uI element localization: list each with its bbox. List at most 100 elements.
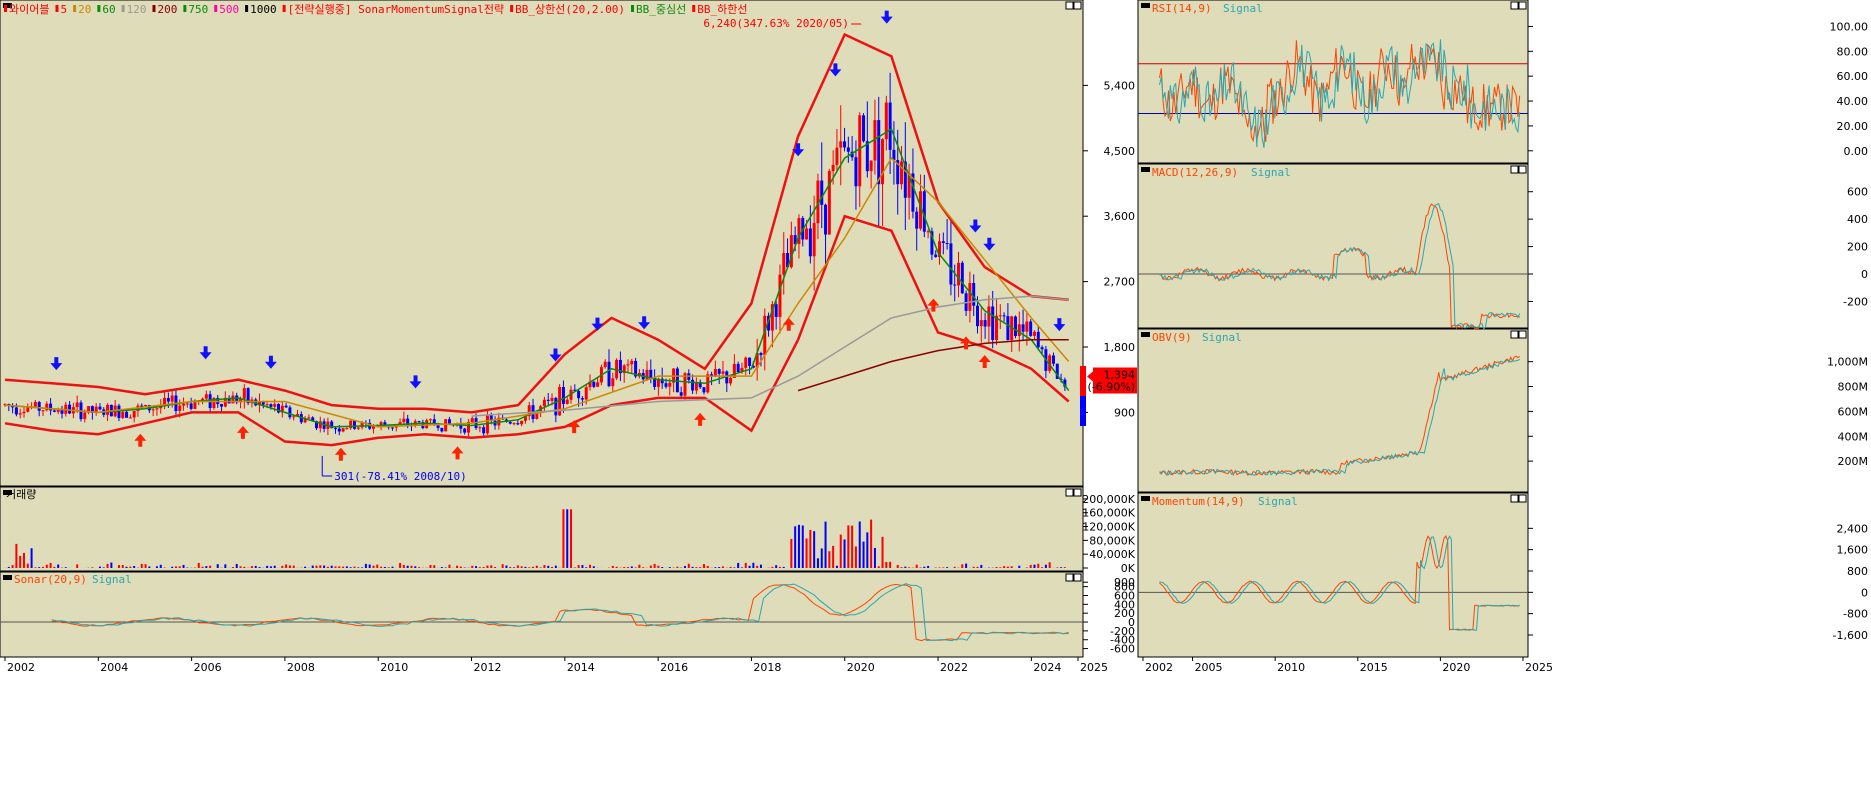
volume-bar	[752, 562, 755, 568]
candle-body	[185, 403, 189, 405]
volume-bar	[862, 541, 865, 568]
volume-bar	[239, 566, 242, 568]
candle-body	[311, 417, 315, 422]
volume-bar	[1010, 566, 1013, 568]
volume-bar	[706, 565, 709, 568]
rsi_chart-axis-label: 0.00	[1844, 145, 1869, 158]
volume-bar	[528, 567, 531, 568]
candle-body	[1032, 331, 1036, 336]
volume-bar	[1033, 564, 1036, 568]
price-tag	[1093, 367, 1137, 394]
candle-body	[201, 398, 205, 401]
rsi_chart-legend: RSI(14,9)	[1152, 2, 1212, 15]
candle-body	[565, 399, 569, 404]
candle-body	[318, 421, 322, 429]
volume-bar	[171, 566, 174, 568]
candle-body	[1006, 316, 1010, 341]
volume-bar	[589, 564, 592, 568]
volume-bar	[733, 567, 736, 568]
sell-arrow	[969, 219, 982, 233]
candle-body	[333, 428, 337, 430]
candle-body	[941, 241, 945, 244]
sell-arrow	[638, 316, 651, 330]
candle-body	[922, 191, 926, 232]
candle-body	[960, 262, 964, 294]
price-panel-maximize-icon	[1065, 1, 1074, 10]
obv_chart-axis-label: 200M	[1838, 455, 1869, 468]
sonar-axis-label: 200	[1114, 607, 1135, 620]
candle-body	[1029, 321, 1033, 336]
volume-bar	[668, 567, 671, 568]
sonar-panel	[0, 571, 1084, 658]
candle-body	[478, 427, 482, 429]
candle-body	[957, 262, 961, 286]
candle-body	[782, 253, 786, 275]
volume-bar	[683, 566, 686, 568]
buy-arrow	[927, 298, 940, 312]
volume-bar	[737, 562, 740, 568]
volume-bar	[513, 567, 516, 568]
candle-body	[751, 365, 755, 368]
volume-bar	[980, 564, 983, 568]
volume-bar	[311, 565, 314, 568]
candle-body	[930, 231, 934, 255]
macd_chart-legend: MACD(12,26,9)	[1152, 166, 1238, 179]
rsi_chart-axis-label: 60.00	[1837, 70, 1869, 83]
volume-bar	[1044, 564, 1047, 568]
candle-body	[22, 411, 26, 414]
candle-body	[675, 368, 679, 393]
volume-bar	[794, 526, 797, 568]
volume-bar	[778, 566, 781, 568]
volume-bar	[634, 567, 637, 568]
macd-panel-maximize-icon	[1510, 165, 1519, 174]
rsi_chart-axis-label: 20.00	[1837, 120, 1869, 133]
candle-body	[151, 409, 155, 411]
candle-body	[520, 420, 524, 425]
candle-body	[953, 284, 957, 286]
volume-bar	[448, 564, 451, 568]
candle-body	[907, 173, 911, 198]
volume-bar	[923, 566, 926, 568]
candle-body	[425, 420, 429, 429]
candle-body	[41, 410, 45, 412]
volume-bar	[630, 566, 633, 568]
volume-bar	[418, 567, 421, 568]
legend-item-1: 5	[60, 3, 67, 16]
candle-body	[877, 120, 881, 185]
sonar-panel-close-icon	[1073, 573, 1082, 582]
candle-body	[242, 388, 246, 399]
price-axis-label: 5,400	[1104, 79, 1136, 92]
x-axis-label: 2020	[847, 661, 875, 674]
candle-body	[307, 417, 311, 419]
legend-item-5: 200	[157, 3, 177, 16]
volume-bar	[197, 562, 200, 568]
momentum_chart-signal-legend: Signal	[1258, 495, 1298, 508]
candle-body	[835, 147, 839, 165]
price-axis-label: 4,500	[1104, 145, 1136, 158]
volume-bar	[699, 567, 702, 568]
volume-bar	[482, 567, 485, 568]
volume-bar	[250, 566, 253, 568]
volume-bar	[459, 566, 462, 568]
volume-bar	[801, 525, 804, 568]
candle-body	[356, 427, 360, 429]
x-axis-label: 2012	[474, 661, 502, 674]
candle-body	[1040, 347, 1044, 350]
candle-body	[615, 359, 619, 379]
volume-bar	[676, 566, 679, 568]
volume-bar	[387, 567, 390, 568]
macd_chart-axis-label: 400	[1847, 213, 1868, 226]
macd-panel-menu-icon	[1141, 167, 1150, 172]
candle-body	[577, 390, 581, 399]
volume-bar	[22, 552, 25, 568]
macd_chart-signal-line	[1159, 203, 1521, 330]
sonar-axis-label: -200	[1110, 625, 1135, 638]
candle-body	[843, 141, 847, 148]
momentum_chart-axis-label: 1,600	[1837, 544, 1869, 557]
volume-bar	[269, 566, 272, 568]
candle-body	[402, 418, 406, 423]
price-panel-close-icon	[1073, 1, 1082, 10]
volume-bar	[376, 564, 379, 568]
legend-item-8: 1000	[250, 3, 277, 16]
volume-bar	[292, 565, 295, 568]
